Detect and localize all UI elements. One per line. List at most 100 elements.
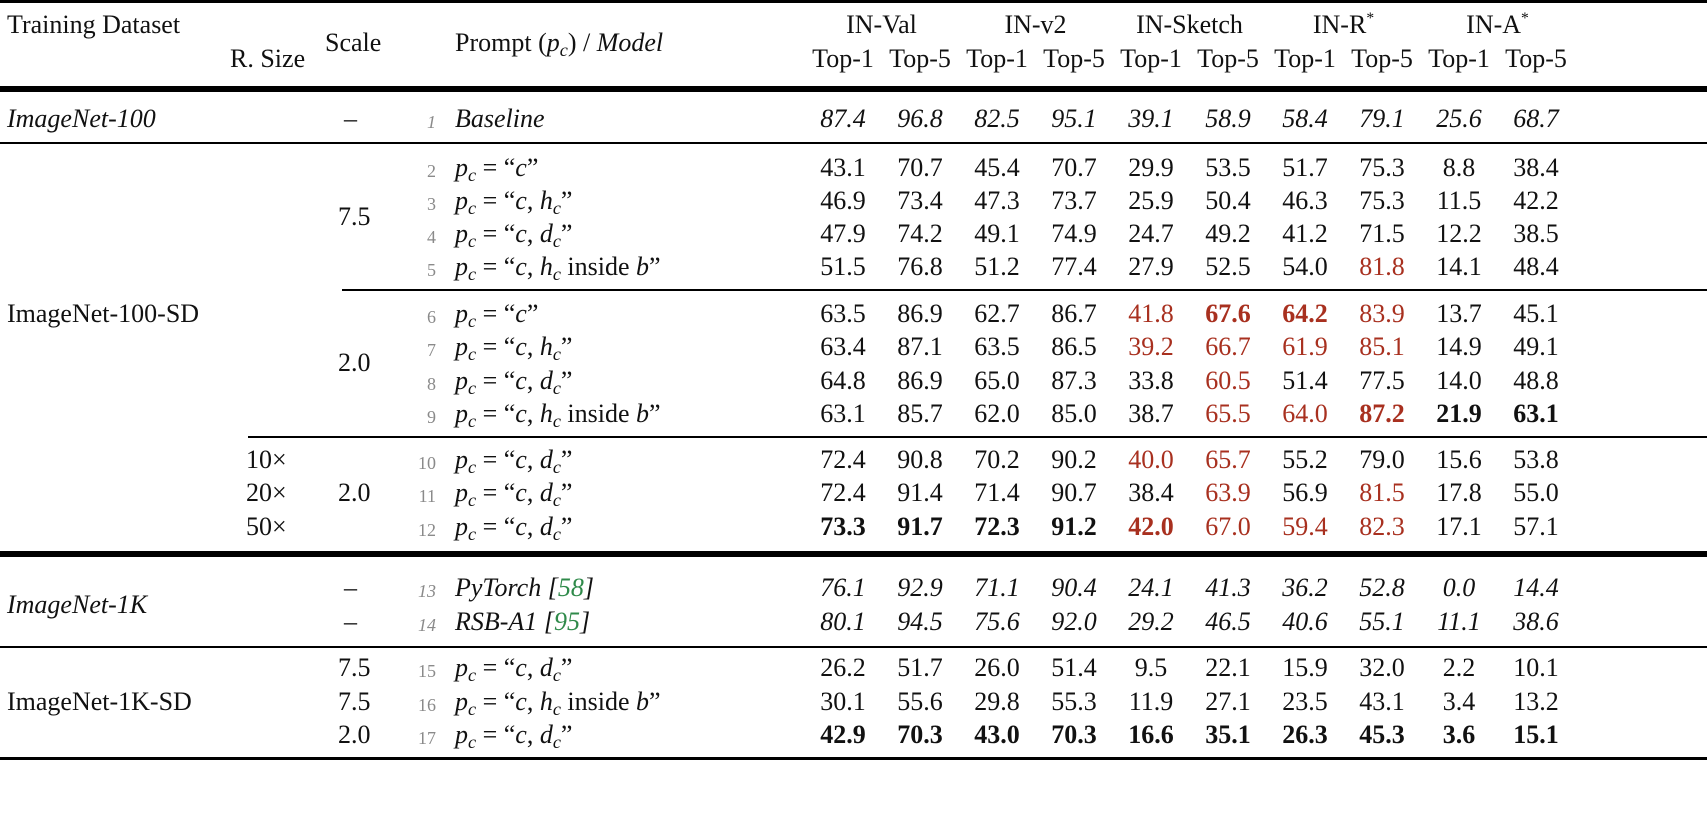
table-cell-value: 72.4	[820, 445, 866, 474]
table-cell-value: 72.3	[974, 512, 1020, 541]
prompt-sub: c	[468, 311, 477, 331]
table-cell-value: 40.0	[1128, 445, 1174, 474]
prompt-sub: c	[468, 524, 477, 544]
table-cell-value: 94.5	[897, 607, 943, 636]
table-cell-value: 70.2	[974, 445, 1020, 474]
table-cell-value: 51.7	[1282, 153, 1328, 182]
prompt-cell: pc = “c, dc”	[455, 445, 573, 477]
table-cell-value: 58.4	[1282, 104, 1328, 133]
table-cell-value: 70.3	[1051, 720, 1097, 749]
bottom-rule	[0, 757, 1707, 760]
table-cell-value: 27.1	[1205, 687, 1251, 716]
metric-header: Top-1	[1120, 44, 1182, 73]
row-number: 5	[427, 260, 436, 280]
scale-value: 2.0	[338, 720, 371, 749]
row-number: 3	[427, 194, 436, 214]
prompt-sub: c	[552, 699, 561, 719]
row-number: 17	[418, 728, 436, 748]
table-cell-value: 17.8	[1436, 478, 1482, 507]
table-cell-value: 91.7	[897, 512, 943, 541]
table-cell-value: 15.6	[1436, 445, 1482, 474]
table-cell-value: 56.9	[1282, 478, 1328, 507]
table-cell-value: 72.4	[820, 478, 866, 507]
table-cell-value: 16.6	[1128, 720, 1174, 749]
prompt-sub: c	[552, 524, 561, 544]
benchmark-header: IN-Val	[813, 10, 950, 40]
group-imagenet-100-sd: ImageNet-100-SD	[7, 299, 200, 328]
prompt-var: c	[515, 653, 527, 682]
prompt-word: inside	[567, 399, 630, 428]
prompt-sub: c	[552, 378, 561, 398]
prompt-cell: pc = “c, dc”	[455, 653, 573, 685]
prompt-word: inside	[567, 252, 630, 281]
prompt-equals: = “	[476, 153, 516, 182]
prompt-equals: = “	[476, 720, 516, 749]
table-cell-value: 70.7	[897, 153, 943, 182]
prompt-cell: pc = “c, dc”	[455, 512, 573, 544]
group-divider	[0, 646, 1707, 648]
prompt-equals: = “	[476, 512, 516, 541]
prompt-cell: pc = “c, hc inside b”	[455, 252, 661, 284]
table-cell-value: 65.5	[1205, 399, 1251, 428]
prompt-var: c	[515, 445, 527, 474]
table-cell-value: 51.2	[974, 252, 1020, 281]
table-cell-value: 87.3	[1051, 366, 1097, 395]
table-cell-value: 63.1	[820, 399, 866, 428]
table-cell-value: 26.2	[820, 653, 866, 682]
scale-value: –	[344, 573, 357, 602]
citation-link[interactable]: 58	[557, 573, 584, 602]
prompt-quote: ”	[560, 653, 573, 682]
table-cell-value: 51.4	[1282, 366, 1328, 395]
table-cell-value: 59.4	[1282, 512, 1328, 541]
table-cell-value: 85.7	[897, 399, 943, 428]
table-cell-value: 55.0	[1513, 478, 1559, 507]
prompt-var: c	[515, 186, 527, 215]
table-cell-value: 67.0	[1205, 512, 1251, 541]
prompt-var: p	[455, 332, 468, 361]
table-cell-value: 43.1	[820, 153, 866, 182]
citation-link[interactable]: 95	[553, 607, 580, 636]
table-cell-value: 9.5	[1134, 653, 1168, 682]
table-cell-value: 66.7	[1205, 332, 1251, 361]
benchmark-name: IN-R	[1312, 10, 1367, 39]
prompt-sub: c	[552, 665, 561, 685]
prompt-var: b	[636, 399, 650, 428]
scale-value: 7.5	[338, 653, 371, 682]
prompt-cell: pc = “c, dc”	[455, 720, 573, 752]
table-cell-value: 29.2	[1128, 607, 1174, 636]
table-cell-value: 58.9	[1205, 104, 1251, 133]
benchmark-header: IN-Sketch	[1121, 10, 1258, 40]
prompt-var: c	[515, 512, 527, 541]
prompt-sub: c	[468, 264, 477, 284]
table-cell-value: 86.9	[897, 366, 943, 395]
table-cell-value: 35.1	[1205, 720, 1251, 749]
table-cell-value: 15.1	[1513, 720, 1559, 749]
prompt-sub: c	[468, 490, 477, 510]
table-cell-value: 71.1	[974, 573, 1020, 602]
prompt-var: c	[515, 687, 527, 716]
prompt-quote: ”	[560, 332, 573, 361]
prompt-sub: c	[468, 665, 477, 685]
header-scale: Scale	[325, 28, 382, 57]
table-cell-value: 29.9	[1128, 153, 1174, 182]
prompt-equals: = “	[476, 219, 516, 248]
prompt-var: h	[539, 332, 553, 361]
header-prompt-sep: ) /	[567, 28, 597, 57]
table-cell-value: 32.0	[1359, 653, 1405, 682]
table-cell-value: 39.2	[1128, 332, 1174, 361]
prompt-var: c	[515, 153, 527, 182]
table-cell-value: 71.5	[1359, 219, 1405, 248]
row-number: 14	[418, 615, 436, 635]
table-cell-value: 91.4	[897, 478, 943, 507]
header-prompt-text: Prompt (	[455, 28, 547, 57]
table-cell-value: 96.8	[897, 104, 943, 133]
metric-header: Top-5	[1505, 44, 1567, 73]
asterisk-mark: *	[1366, 10, 1375, 27]
table-cell-value: 63.5	[820, 299, 866, 328]
table-cell-value: 86.9	[897, 299, 943, 328]
prompt-sub: c	[552, 732, 561, 752]
table-cell-value: 65.7	[1205, 445, 1251, 474]
table-cell-value: 52.8	[1359, 573, 1405, 602]
table-cell-value: 22.1	[1205, 653, 1251, 682]
table-cell-value: 2.2	[1442, 653, 1476, 682]
